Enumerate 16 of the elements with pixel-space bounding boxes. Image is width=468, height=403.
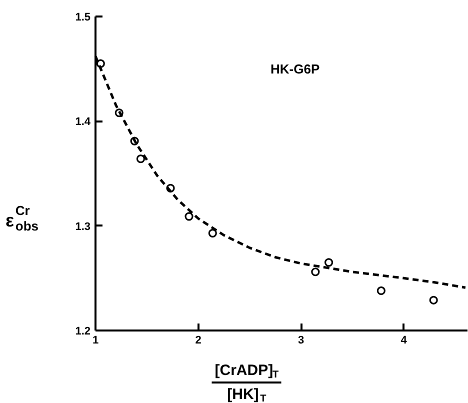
y-tick-label: 1.3 xyxy=(75,220,91,233)
point xyxy=(184,212,194,221)
point xyxy=(208,228,217,238)
point xyxy=(376,286,386,296)
y-tick-label: 1.4 xyxy=(75,116,92,128)
point xyxy=(311,268,320,276)
y-tick-label: 1.2 xyxy=(75,326,91,338)
annotation: HK-G6P xyxy=(270,62,320,76)
point xyxy=(324,258,334,267)
x-tick-label: 1 xyxy=(92,334,99,346)
x-tick-label: 3 xyxy=(298,334,304,346)
point xyxy=(429,296,438,304)
y-tick-label: 1.5 xyxy=(75,12,91,24)
x-tick-label: 4 xyxy=(400,334,408,346)
point xyxy=(136,154,146,164)
x-tick-label: 2 xyxy=(195,334,202,346)
